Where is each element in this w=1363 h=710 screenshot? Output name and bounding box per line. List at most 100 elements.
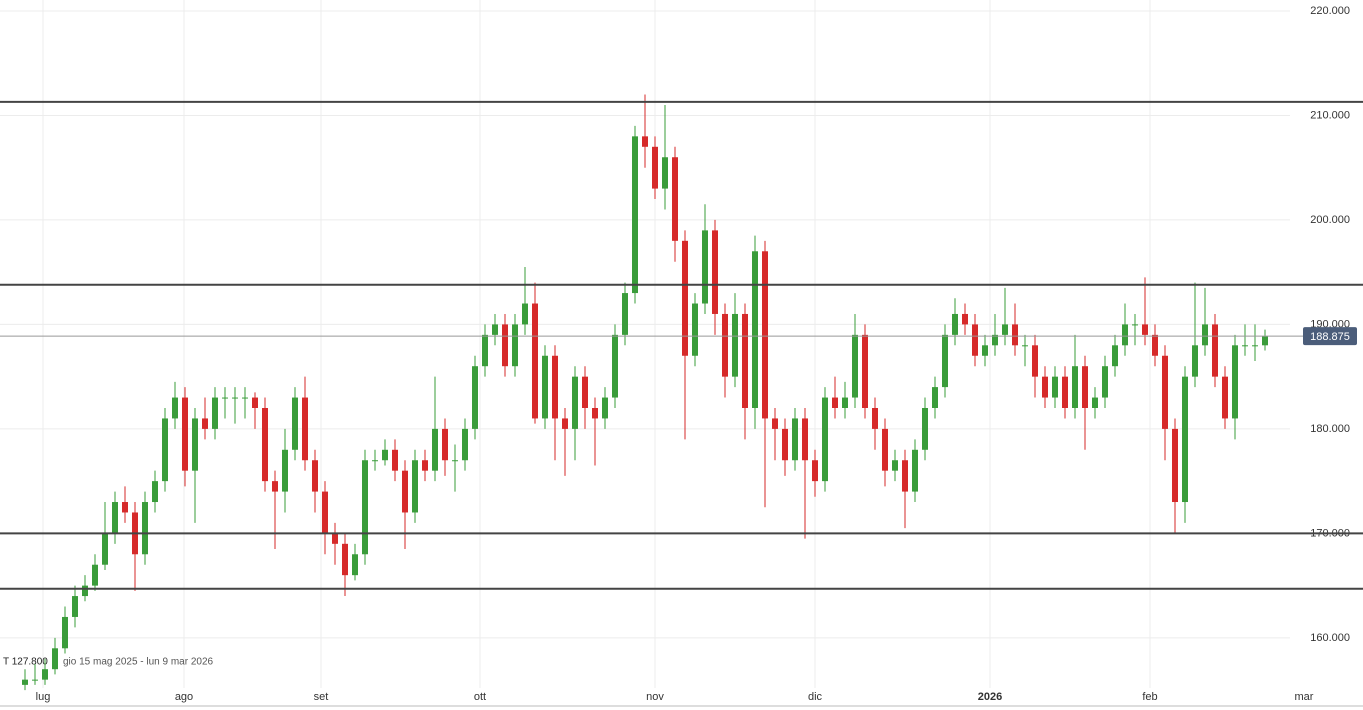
range-note: gio 15 mag 2025 - lun 9 mar 2026 — [63, 657, 214, 668]
candle-body — [992, 334, 998, 346]
candle-body — [462, 428, 468, 461]
candle-body — [932, 387, 938, 408]
candle-body — [742, 313, 748, 408]
candle-body — [1212, 324, 1218, 377]
y-tick-label: 180.000 — [1310, 423, 1350, 435]
candle-body — [382, 449, 388, 461]
candle-body — [802, 418, 808, 461]
candle-body — [1192, 345, 1198, 377]
candle-body — [412, 460, 418, 513]
x-tick-label: ago — [175, 691, 193, 703]
candle-body — [1082, 366, 1088, 408]
candle-body — [1122, 324, 1128, 346]
candle-body — [812, 460, 818, 482]
candle-body — [162, 418, 168, 482]
x-tick-label: set — [314, 691, 329, 703]
candle-body — [912, 449, 918, 492]
candle-body — [92, 564, 98, 586]
candle-body — [562, 418, 568, 429]
candle-body — [712, 230, 718, 314]
candle-body — [1262, 336, 1268, 346]
candle-body — [332, 533, 338, 544]
candle-body — [1052, 376, 1058, 398]
candle-body — [212, 397, 218, 429]
candle-body — [782, 428, 788, 461]
candle-body — [682, 240, 688, 356]
candle-body — [322, 491, 328, 534]
candle-body — [672, 157, 678, 241]
x-tick-label: lug — [36, 691, 51, 703]
candle-body — [122, 502, 128, 513]
candle-body — [752, 251, 758, 408]
candle-body — [432, 428, 438, 471]
candle-body — [892, 460, 898, 471]
x-tick-label: feb — [1142, 691, 1157, 703]
candle-body — [1222, 376, 1228, 419]
candle-body — [482, 334, 488, 367]
candle-body — [692, 303, 698, 356]
candle-body — [1172, 428, 1178, 503]
candle-body — [102, 533, 108, 565]
candle-body — [832, 397, 838, 408]
candle-body — [1072, 366, 1078, 408]
candle-body — [1042, 376, 1048, 398]
candle-body — [882, 428, 888, 471]
x-tick-label: 2026 — [978, 691, 1002, 703]
candle-body — [402, 470, 408, 513]
candle-body — [822, 397, 828, 482]
candle-body — [592, 407, 598, 419]
candle-body — [732, 313, 738, 377]
candle-body — [472, 366, 478, 429]
candle-body — [182, 397, 188, 471]
candle-body — [552, 355, 558, 419]
candle-body — [572, 376, 578, 429]
candle-body — [622, 293, 628, 335]
candle-body — [1102, 366, 1108, 398]
candle-body — [722, 313, 728, 377]
candle-body — [792, 418, 798, 461]
y-tick-label: 200.000 — [1310, 214, 1350, 226]
candle-body — [222, 397, 228, 399]
candle-body — [1062, 376, 1068, 408]
candle-body — [542, 355, 548, 419]
low-label: T 127.800 — [3, 657, 48, 668]
candle-body — [982, 345, 988, 356]
candle-body — [652, 146, 658, 189]
candle-body — [842, 397, 848, 408]
candle-body — [972, 324, 978, 356]
candle-body — [642, 136, 648, 147]
candle-body — [1012, 324, 1018, 346]
candle-body — [1232, 345, 1238, 419]
last-price-box — [1303, 327, 1357, 346]
candle-body — [662, 157, 668, 189]
candle-body — [82, 585, 88, 597]
candle-body — [602, 397, 608, 419]
candle-body — [612, 334, 618, 398]
candle-body — [62, 616, 68, 649]
candle-body — [282, 449, 288, 492]
candle-body — [1162, 355, 1168, 429]
candle-body — [442, 428, 448, 461]
candle-body — [862, 334, 868, 408]
y-tick-label: 220.000 — [1310, 5, 1350, 17]
candle-body — [72, 596, 78, 617]
y-tick-label: 210.000 — [1310, 109, 1350, 121]
candle-body — [202, 418, 208, 429]
candle-body — [272, 481, 278, 492]
candle-body — [1252, 345, 1258, 347]
candle-body — [1142, 324, 1148, 335]
candle-body — [962, 313, 968, 325]
candle-body — [112, 502, 118, 534]
candle-body — [632, 136, 638, 294]
candle-body — [922, 407, 928, 450]
candle-body — [702, 230, 708, 304]
candle-body — [1032, 345, 1038, 377]
candle-body — [1202, 324, 1208, 346]
candle-body — [1152, 334, 1158, 356]
y-tick-label: 160.000 — [1310, 632, 1350, 644]
candle-body — [292, 397, 298, 450]
candle-body — [192, 418, 198, 471]
candle-body — [342, 543, 348, 576]
candle-body — [762, 251, 768, 419]
